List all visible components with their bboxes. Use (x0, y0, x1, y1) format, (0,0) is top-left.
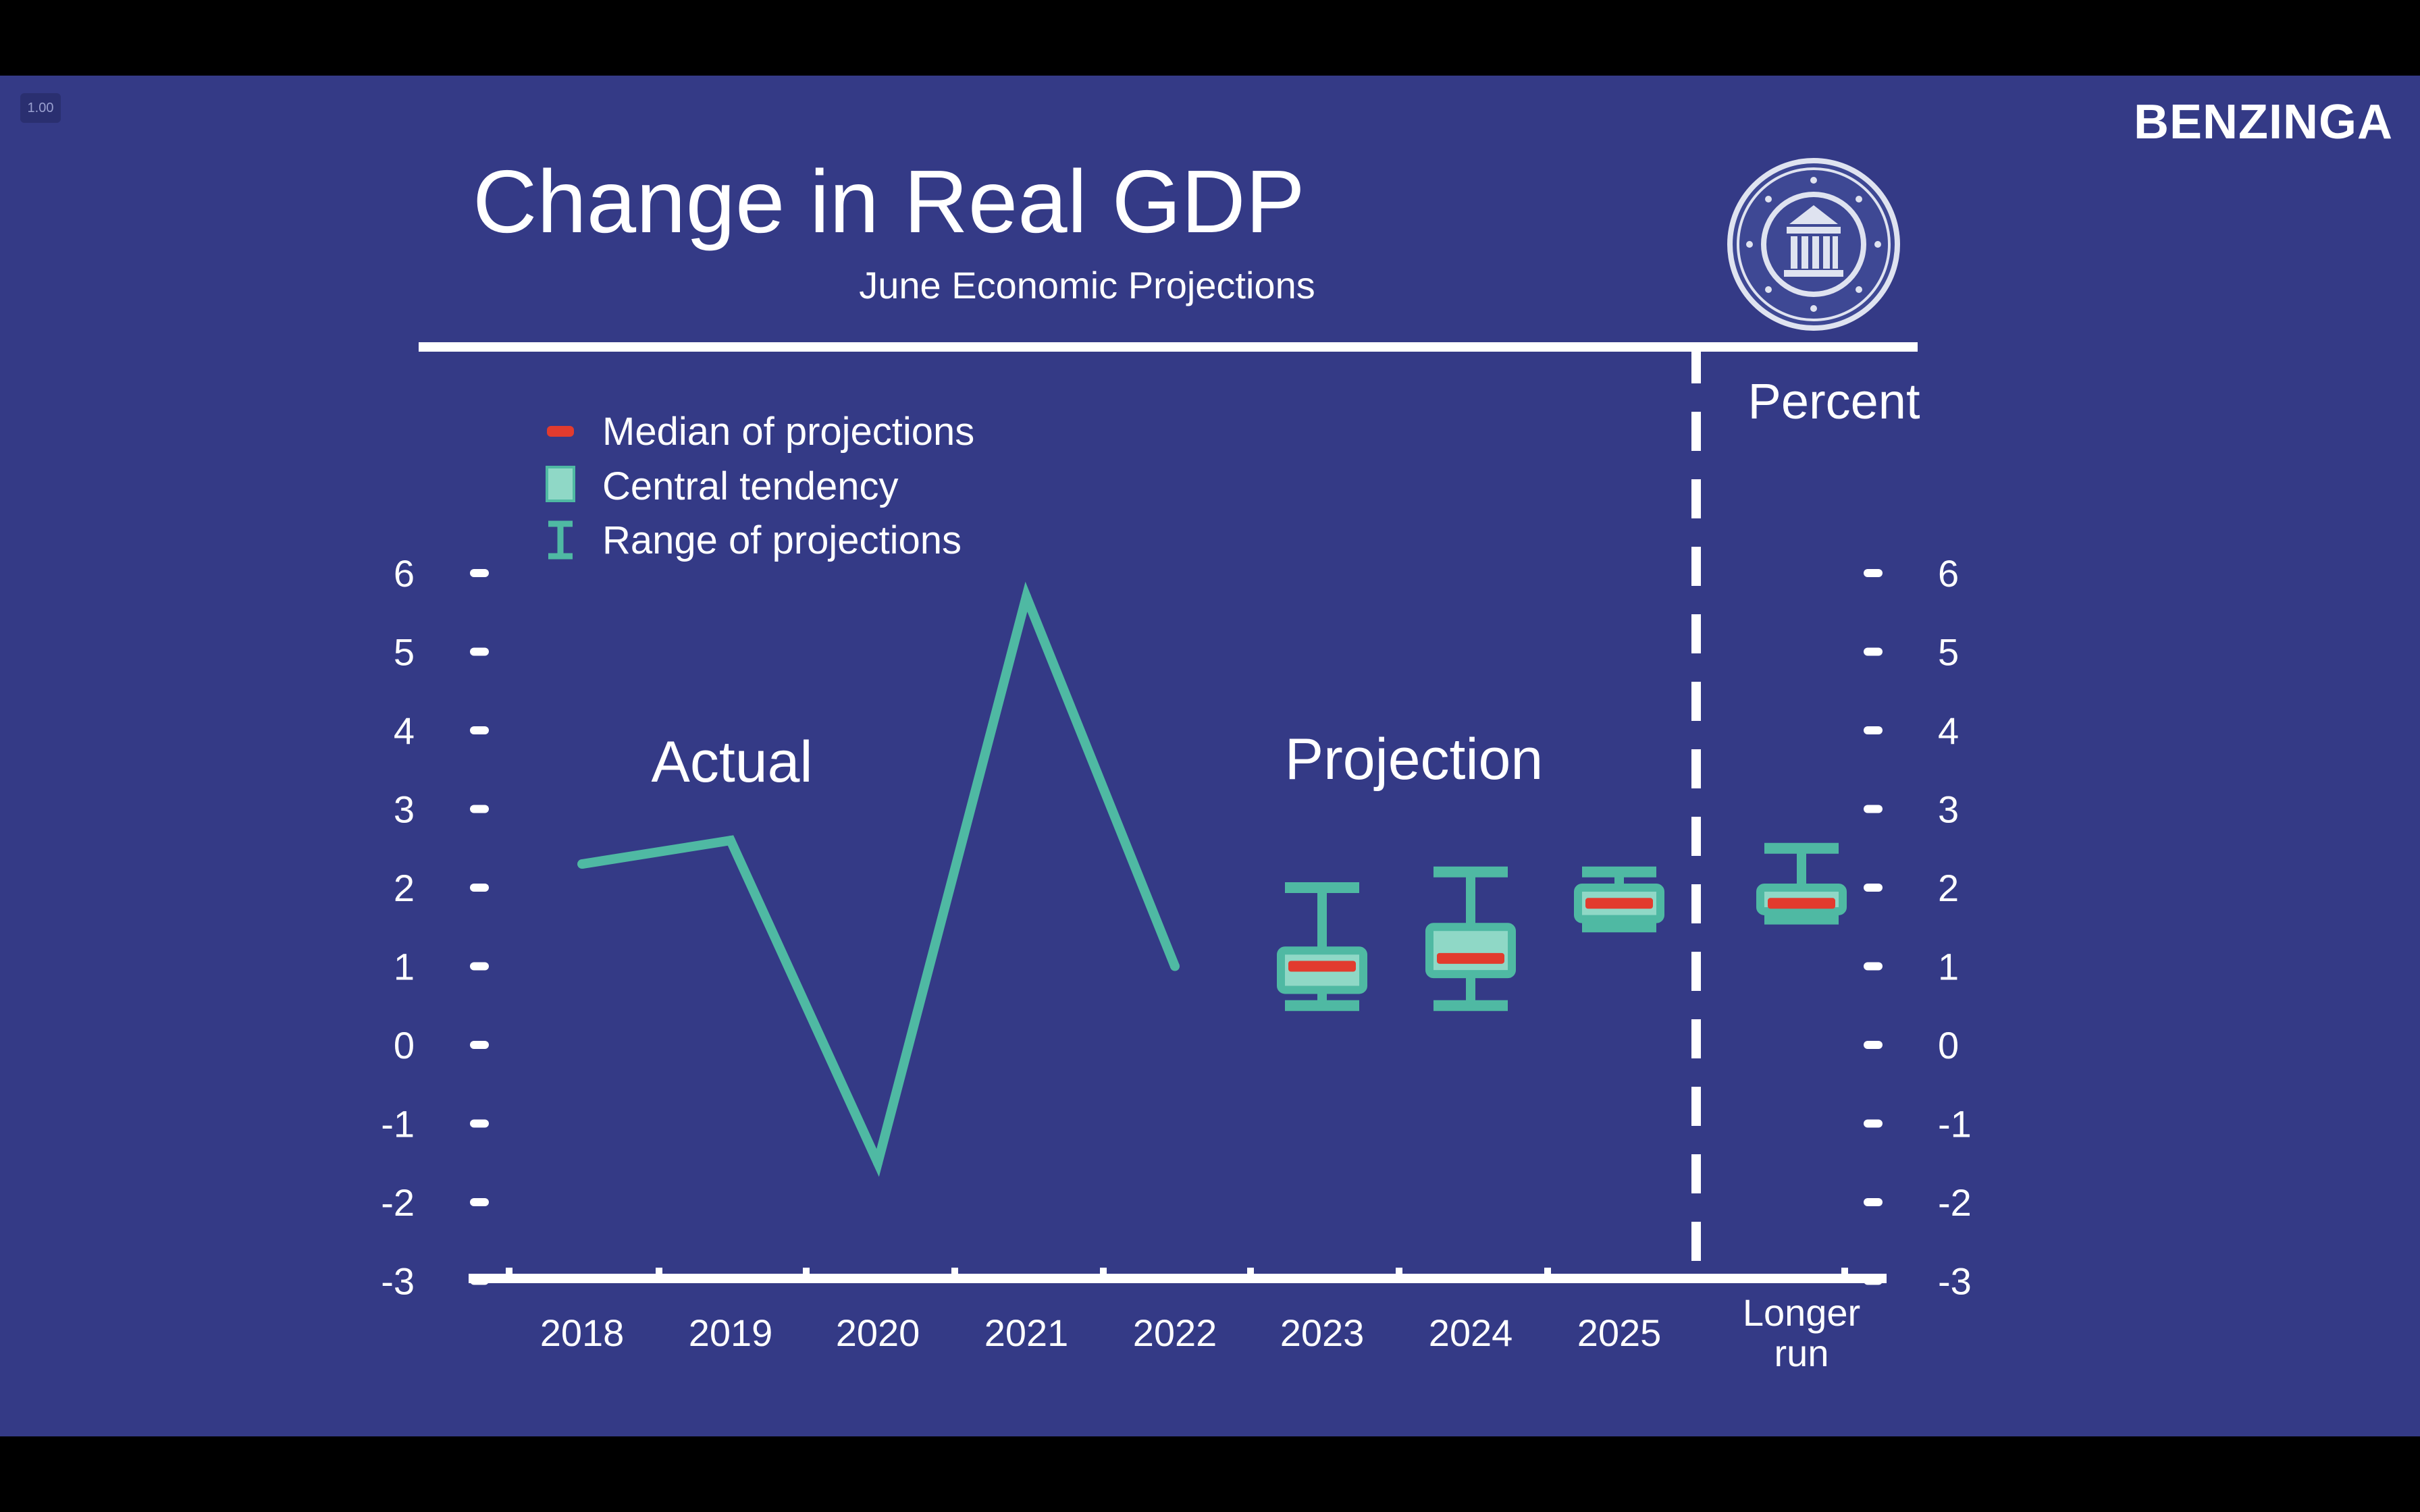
actual-point (873, 1158, 883, 1168)
playback-speed-badge[interactable]: 1.00 (20, 93, 61, 123)
y-tick-label-left: 5 (394, 631, 415, 674)
y-axis-left: 6 5 4 3 2 1 0 -1 -2 -3 (381, 552, 489, 1303)
projection-box (1277, 882, 1367, 1011)
projection-box (1756, 842, 1847, 925)
y-tick-label-left: -1 (381, 1103, 415, 1145)
actual-data-points (577, 591, 1180, 1168)
federal-reserve-seal-icon (1727, 158, 1900, 331)
y-tick-label-left: 3 (394, 788, 415, 831)
y-tick-label-left: 0 (394, 1024, 415, 1066)
y-tick-label-right: -3 (1938, 1260, 1972, 1303)
actual-point (577, 859, 587, 869)
y-tick-label-right: 3 (1938, 788, 1959, 831)
legend-range-swatch (548, 520, 573, 560)
slide: 1.00 BENZINGA Change in Real GDP June Ec… (0, 76, 2420, 1436)
legend-median-swatch (547, 426, 574, 437)
y-tick-label-left: 4 (394, 709, 415, 752)
median-marker (1288, 961, 1356, 972)
y-tick-label-right: 1 (1938, 946, 1959, 988)
x-tick-label: 2024 (1429, 1312, 1513, 1354)
legend-median-label: Median of projections (602, 410, 974, 454)
x-tick-label: Longer run (1743, 1291, 1860, 1374)
y-axis-right: 6 5 4 3 2 1 0 -1 -2 -3 (1864, 552, 1972, 1303)
median-marker (1768, 898, 1835, 909)
legend-central-label: Central tendency (602, 464, 898, 508)
y-axis-label: Percent (1747, 373, 1920, 429)
y-tick-label-left: -3 (381, 1260, 415, 1303)
benzinga-logo: BENZINGA (2134, 95, 2393, 149)
y-tick-label-right: 6 (1938, 552, 1959, 595)
actual-point (1170, 961, 1180, 971)
y-tick-label-left: -2 (381, 1181, 415, 1224)
y-tick-label-right: -1 (1938, 1103, 1972, 1145)
x-tick-label: 2021 (984, 1312, 1069, 1354)
y-tick-label-right: 4 (1938, 709, 1959, 752)
y-tick-label-right: 2 (1938, 867, 1959, 909)
x-tick-label: 2022 (1133, 1312, 1217, 1354)
projection-boxes (1277, 842, 1847, 1011)
chart-subtitle: June Economic Projections (859, 264, 1315, 306)
y-tick-label-right: -2 (1938, 1181, 1972, 1224)
y-tick-label-left: 1 (394, 946, 415, 988)
x-axis-labels: 2018 2019 2020 2021 2022 2023 2024 2025 Longer ru… (540, 1291, 1860, 1374)
gdp-chart: Change in Real GDP June Economic Project… (381, 152, 1972, 1374)
x-tick-label: 2023 (1280, 1312, 1365, 1354)
chart-title: Change in Real GDP (473, 152, 1305, 251)
actual-point (1022, 591, 1031, 601)
x-axis-ticks (506, 1268, 1848, 1278)
section-label-actual: Actual (651, 730, 812, 794)
projection-box (1574, 866, 1664, 933)
section-label-projection: Projection (1285, 727, 1543, 792)
legend: Median of projections Central tendency R… (546, 410, 974, 562)
median-marker (1437, 952, 1504, 964)
x-tick-label: 2019 (689, 1312, 773, 1354)
projection-box (1425, 866, 1516, 1011)
x-tick-label: 2018 (540, 1312, 625, 1354)
x-tick-label: 2025 (1577, 1312, 1662, 1354)
central-tendency-box (1425, 923, 1516, 979)
x-tick-label: 2020 (836, 1312, 920, 1354)
y-tick-label-left: 6 (394, 552, 415, 595)
legend-central-swatch (546, 466, 575, 502)
actual-gdp-line (581, 581, 1180, 1177)
y-tick-label-left: 2 (394, 867, 415, 909)
legend-range-label: Range of projections (602, 518, 962, 562)
median-marker (1585, 898, 1653, 909)
y-tick-label-right: 5 (1938, 631, 1959, 674)
actual-point (726, 836, 735, 846)
y-tick-label-right: 0 (1938, 1024, 1959, 1066)
